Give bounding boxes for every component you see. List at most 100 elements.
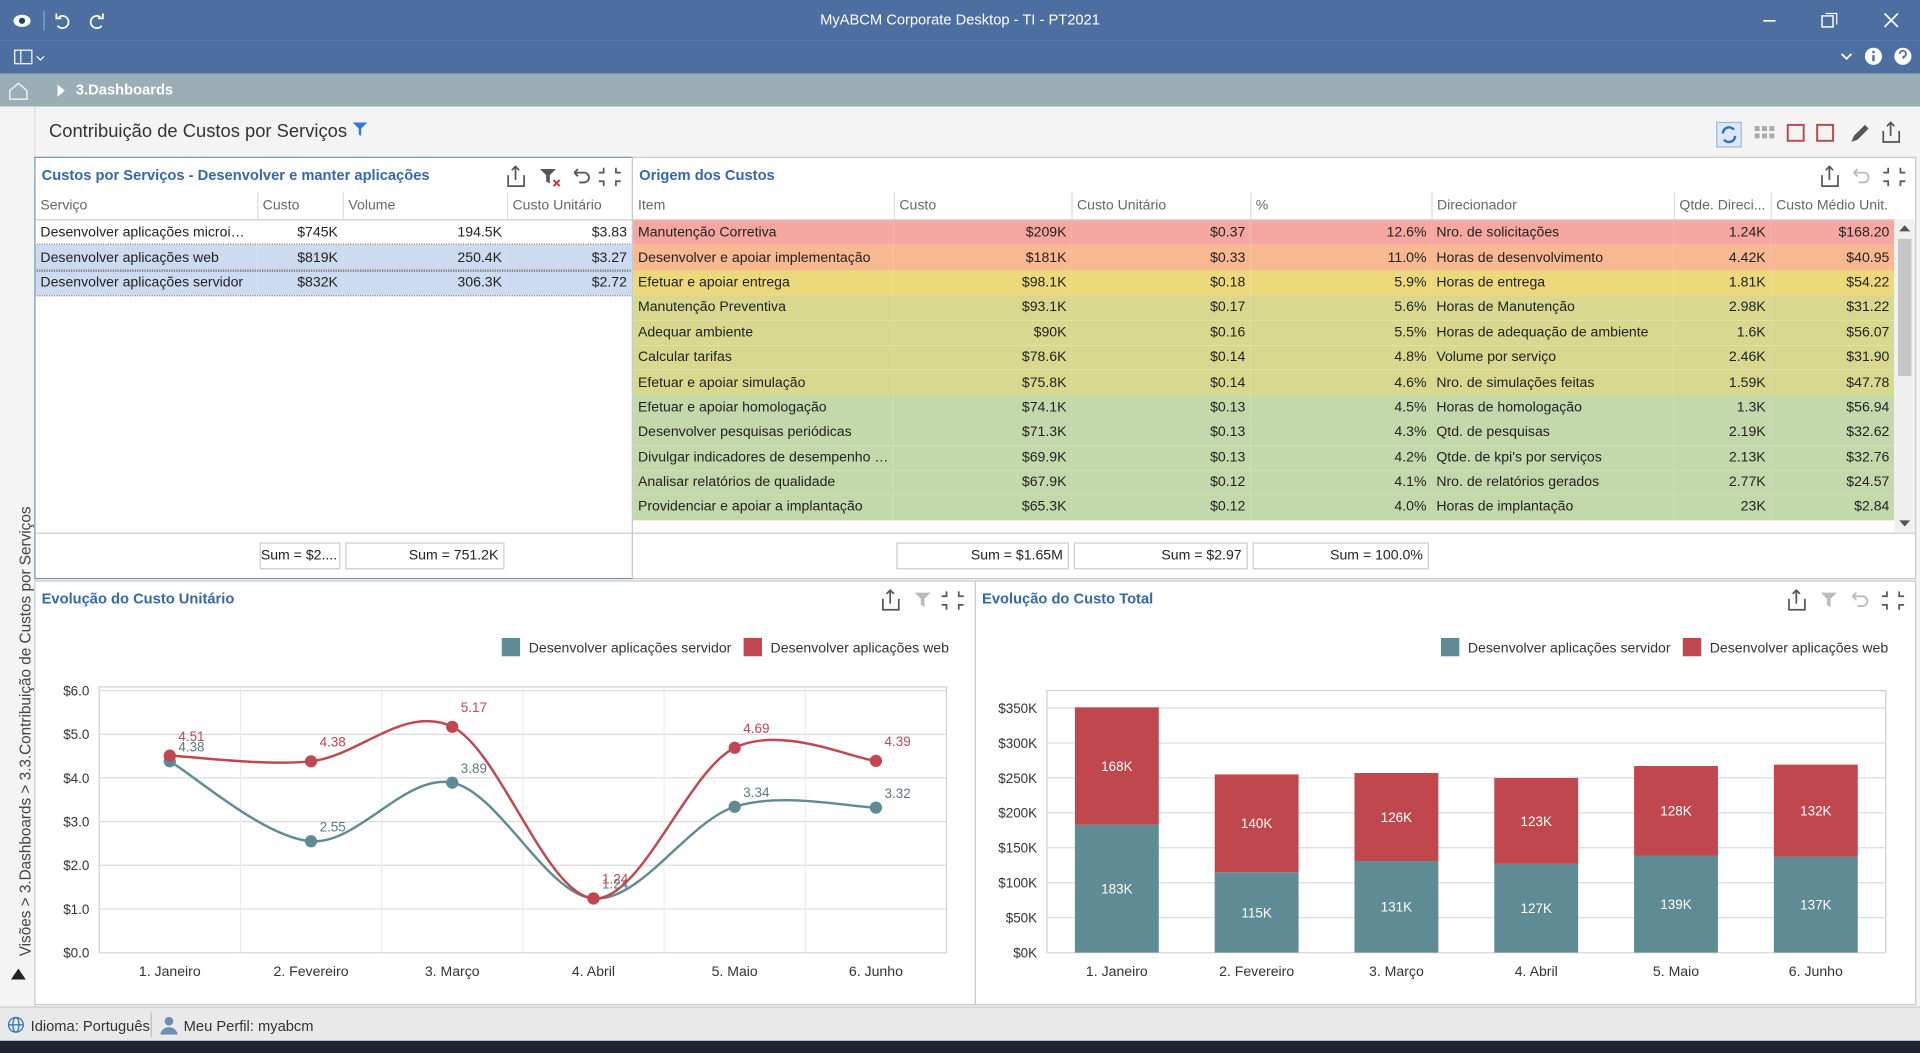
table-cell: 1.6K [1736,325,1766,341]
total-cost-panel: Evolução do Custo Total $0K $50K $100K $150… [974,580,1917,1006]
breadcrumb-bar: 3.Dashboards [0,73,1920,107]
dashboard-title-text: Contribuição de Custos por Serviços [48,121,348,143]
table-cell: Efetuar e apoiar simulação [637,375,806,391]
table-row[interactable]: Efetuar e apoiar homologação $74.1K $0.13 4… [633,395,1895,421]
table-row[interactable]: Desenvolver aplicações web $819K 250.4K $3.… [35,244,632,272]
table-cell: $3.27 [591,250,627,266]
table-row[interactable]: Desenvolver e apoiar implementação $181K $… [633,245,1895,271]
table-cell: Divulgar indicadores de desempenho de... [637,450,894,465]
window-controls[interactable] [1751,10,1910,32]
table-cell: 1.24K [1728,225,1766,241]
title-bar: MyABCM Corporate Desktop - TI - PT2021 [0,0,1920,41]
data-label: 137K [1800,898,1831,913]
language[interactable]: Idioma: Português [30,1017,150,1035]
data-point [728,800,741,813]
table-cell: $819K [297,250,338,266]
data-point [446,720,459,733]
panel-actions[interactable] [503,163,625,190]
bar-segment [1214,774,1299,873]
table-cell: $32.62 [1846,425,1890,440]
table-cell: $0.13 [1210,450,1246,465]
column-header: Qtde. Direci... [1673,192,1772,221]
table-row[interactable]: Analisar relatórios de qualidade $67.9K $0… [633,470,1895,496]
y-tick-label: $1.0 [63,902,89,917]
help-icons[interactable] [1837,45,1915,69]
collapse-icon[interactable] [10,967,27,982]
table-row[interactable]: Providenciar e apoiar a implantação $65.3… [633,495,1895,520]
data-label: 5.17 [461,700,487,715]
y-tick-label: $200K [998,806,1037,821]
profile[interactable]: Meu Perfil: myabcm [183,1017,314,1035]
y-tick-label: $2.0 [63,858,89,873]
data-table: Serviço Custo Volume Custo Unitário Desenvol… [35,192,632,297]
side-path: Visões > 3.Dashboards > 3.3.Contribuição… [17,506,35,957]
table-cell: Nro. de simulações feitas [1436,375,1595,391]
table-cell: $69.9K [1021,450,1067,465]
y-tick-label: $5.0 [63,727,89,742]
panel-actions[interactable] [1784,586,1911,613]
table-cell: Desenvolver pesquisas periódicas [637,425,852,440]
column-header: Custo [893,192,1073,221]
x-tick-label: 5. Maio [712,963,758,979]
cost-origin-grid: Item Custo Custo Unitário% Direcionador Qtde… [633,192,1895,532]
data-label: 127K [1521,901,1552,916]
table-cell: 4.2% [1394,450,1427,465]
data-point [869,801,883,814]
table-cell: 1.59K [1728,375,1766,391]
x-tick-label: 6. Junho [849,963,903,979]
table-row[interactable]: Desenvolver aplicações servidor $832K 306.… [35,269,632,297]
table-cell: $0.14 [1210,350,1246,366]
cost-origin-footer: Sum = $1.65M Sum = $2.97 Sum = 100.0% [633,532,1916,580]
data-label: 4.38 [320,735,346,750]
layout-menu[interactable] [12,48,49,68]
quick-access[interactable] [10,10,132,32]
table-cell: $31.22 [1846,300,1890,316]
summary-cell: Sum = 751.2K [345,542,505,570]
table-cell: $3.83 [591,225,627,241]
table-row[interactable]: Desenvolver pesquisas periódicas $71.3K $0… [633,420,1895,446]
legend-label: Desenvolver aplicações web [1710,640,1889,656]
table-cell: 23K [1740,500,1766,515]
bar-segment [1074,824,1159,953]
x-tick-label: 5. Maio [1653,963,1699,979]
dashboard-toolbar[interactable] [1712,119,1914,148]
table-cell: Desenvolver e apoiar implementação [637,250,871,266]
table-cell: Qtd. de pesquisas [1436,425,1550,440]
table-row[interactable]: Manutenção Corretiva $209K $0.37 12.6% Nro. … [633,219,1895,246]
table-cell: $67.9K [1021,475,1067,490]
table-row[interactable]: Manutenção Preventiva $93.1K $0.17 5.6% Hora… [633,295,1895,321]
panel-actions[interactable] [878,586,971,613]
panel-actions[interactable] [1815,163,1913,190]
data-label: 4.39 [884,734,910,749]
summary-cell: Sum = $1.65M [896,542,1069,570]
x-tick-label: 2. Fevereiro [1219,963,1294,979]
data-table: Item Custo Custo Unitário% Direcionador Qtde… [633,192,1895,520]
home-icon[interactable] [7,80,76,102]
table-cell: Horas de entrega [1436,275,1546,291]
table-row[interactable]: Efetuar e apoiar entrega $98.1K $0.18 5.9% H… [633,270,1895,296]
table-row[interactable]: Calcular tarifas $78.6K $0.14 4.8% Volume po… [633,345,1895,371]
breadcrumb[interactable]: 3.Dashboards [75,80,174,98]
y-tick-label: $4.0 [63,771,89,786]
column-header: Custo Médio Unit. [1770,192,1895,221]
table-cell: 12.6% [1386,225,1427,241]
table-cell: 4.6% [1394,375,1427,391]
scrollbar[interactable] [1894,219,1916,533]
column-header: Custo Unitário [506,192,632,221]
table-cell: Efetuar e apoiar homologação [637,400,827,415]
x-tick-label: 3. Março [1369,963,1424,979]
table-cell: Horas de Manutenção [1436,300,1575,316]
table-cell: 306.3K [457,275,503,291]
y-tick-label: $0.0 [63,945,89,960]
table-row[interactable]: Efetuar e apoiar simulação $75.8K $0.14 4.6… [633,370,1895,396]
filter-icon[interactable] [352,121,367,136]
table-cell: $0.16 [1210,325,1246,341]
table-cell: 11.0% [1387,250,1427,266]
table-row[interactable]: Divulgar indicadores de desempenho de...… [633,445,1895,471]
table-cell: 250.4K [457,250,503,266]
table-row[interactable]: Desenvolver aplicações microinfo... $745K… [35,219,632,246]
y-tick-label: $0K [1013,945,1037,960]
table-row[interactable]: Adequar ambiente $90K $0.16 5.5% Horas de ad… [633,320,1895,346]
data-point [728,741,741,754]
